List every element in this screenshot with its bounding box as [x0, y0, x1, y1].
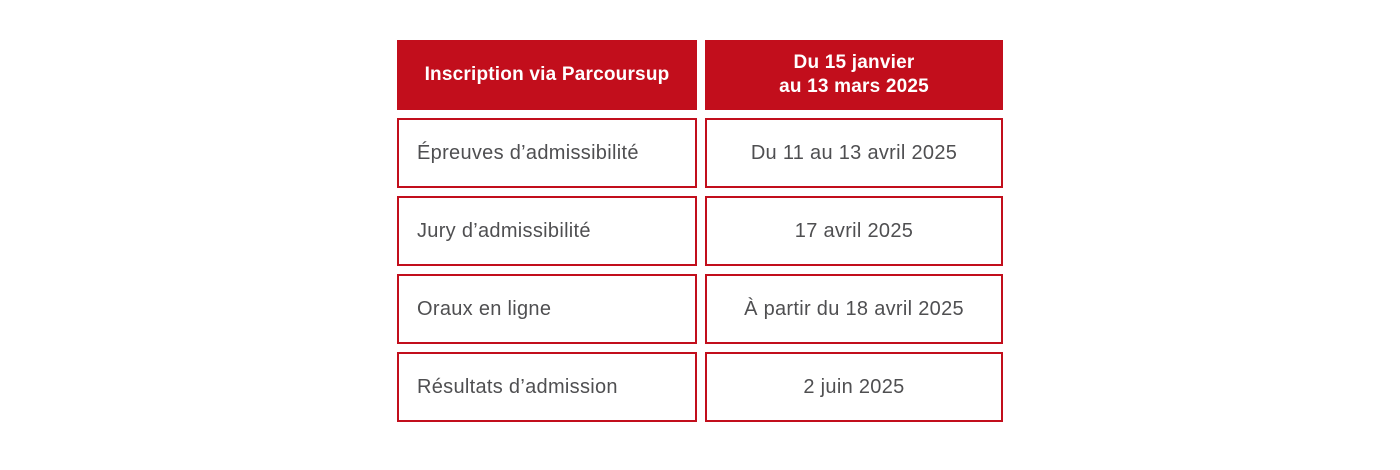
table-row-label-admissibility-tests: Épreuves d’admissibilité	[397, 118, 697, 188]
header-date-line2: au 13 mars 2025	[779, 76, 929, 97]
row-date: 17 avril 2025	[794, 219, 914, 242]
table-row-date-admissibility-jury: 17 avril 2025	[705, 196, 1003, 266]
table-row-date-online-orals: À partir du 18 avril 2025	[705, 274, 1003, 344]
row-date: 2 juin 2025	[803, 375, 905, 398]
table-row-label-admission-results: Résultats d’admission	[397, 352, 697, 422]
header-date-label: Du 15 janvier au 13 mars 2025	[779, 51, 929, 99]
header-date-line1: Du 15 janvier	[793, 52, 915, 73]
table-row-label-admissibility-jury: Jury d’admissibilité	[397, 196, 697, 266]
table-row-date-admission-results: 2 juin 2025	[705, 352, 1003, 422]
row-date: Du 11 au 13 avril 2025	[750, 141, 958, 164]
header-step-cell: Inscription via Parcoursup	[397, 40, 697, 110]
admission-timeline-table: Inscription via Parcoursup Du 15 janvier…	[397, 40, 1003, 422]
row-label: Jury d’admissibilité	[417, 219, 591, 242]
row-label: Oraux en ligne	[417, 297, 552, 320]
table-row-label-online-orals: Oraux en ligne	[397, 274, 697, 344]
table-row-date-admissibility-tests: Du 11 au 13 avril 2025	[705, 118, 1003, 188]
header-step-label: Inscription via Parcoursup	[424, 64, 670, 85]
row-date: À partir du 18 avril 2025	[744, 297, 964, 320]
row-label: Résultats d’admission	[417, 375, 618, 398]
header-date-cell: Du 15 janvier au 13 mars 2025	[705, 40, 1003, 110]
row-label: Épreuves d’admissibilité	[417, 141, 639, 164]
